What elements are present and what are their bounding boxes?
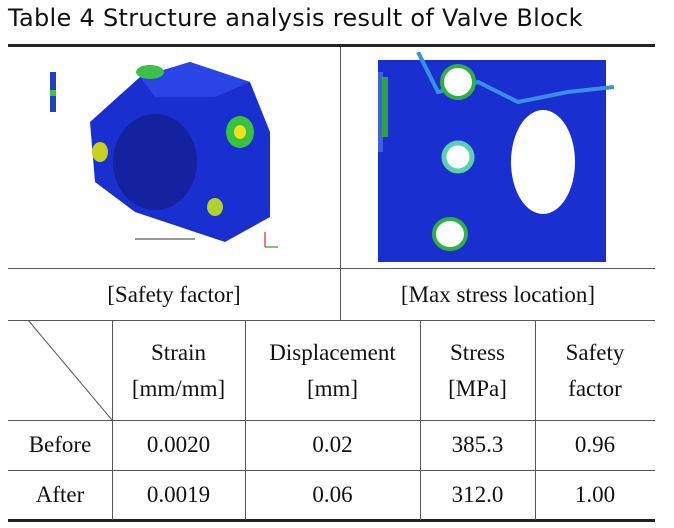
rule [8,320,655,321]
data-cell: 1.00 [574,482,616,507]
rule [420,320,421,520]
header-cell: Safety factor [535,321,655,420]
header-text: factor [568,375,622,401]
rule [8,44,655,47]
rule [8,420,655,421]
figure-caption: [Max stress location] [400,282,596,307]
header-text: Safety [565,339,625,365]
data-cell: 0.0019 [146,482,211,507]
data-cell: 385.3 [451,432,504,457]
header-cell: Strain [mm/mm] [112,321,245,420]
header-text: [mm] [306,375,359,401]
rule [340,47,341,320]
data-cell: 312.0 [451,482,504,507]
rule [112,320,113,520]
diagonal [27,320,112,420]
rule [8,519,655,522]
max-stress-image [378,52,614,262]
figure-caption: [Safety factor] [107,282,241,307]
header-cell: Stress [MPa] [420,321,535,420]
header-text: [mm/mm] [131,375,226,401]
rule [535,320,536,520]
header-text: Displacement [269,339,396,365]
rule [245,320,246,520]
data-cell: 0.02 [312,432,353,457]
header-cell: Displacement [mm] [245,321,420,420]
data-cell: 0.96 [574,432,616,457]
rule [8,268,655,269]
header-text: Strain [151,339,206,365]
safety-factor-image [40,52,310,262]
header-text: Stress [450,339,505,365]
data-cell: 0.0020 [146,432,211,457]
data-cell: 0.06 [312,482,353,507]
header-text: [MPa] [448,375,507,401]
row-label: After [35,482,85,507]
table-title: Table 4 Structure analysis result of Val… [8,4,583,32]
row-label: Before [28,432,92,457]
rule [8,470,655,471]
